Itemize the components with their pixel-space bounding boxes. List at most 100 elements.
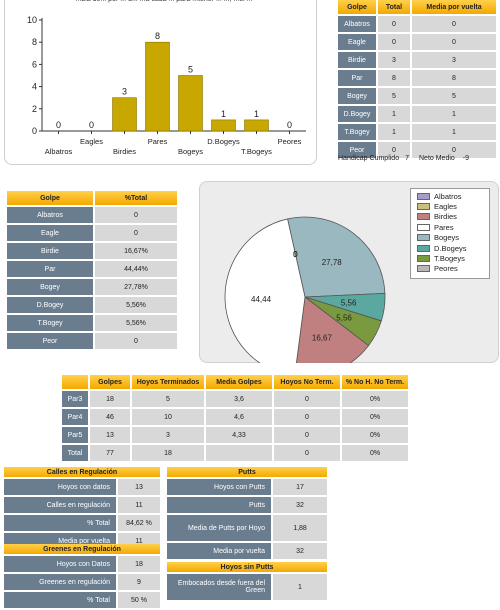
pie-slice-pares bbox=[224, 218, 306, 363]
table-cell: 1,88 bbox=[273, 515, 327, 541]
summary-table: Golpe Total Media por vuelta Albatros 0 0 Eag… bbox=[336, 0, 498, 160]
row-label: % Total bbox=[4, 592, 116, 608]
row-label: Par3 bbox=[62, 391, 88, 407]
table-cell: 0 bbox=[274, 427, 340, 443]
x-tick-label: T.Bogeys bbox=[241, 147, 272, 156]
legend-label: Eagles bbox=[434, 202, 457, 212]
table-cell: 18 bbox=[90, 391, 130, 407]
table-cell: 0% bbox=[342, 391, 408, 407]
percent-table: Golpe %Total Albatros 0 Eagle 0 Birdie 16,67% P… bbox=[5, 189, 179, 351]
table-row: Birdie 16,67% bbox=[7, 243, 177, 259]
x-tick-label: Birdies bbox=[113, 147, 136, 156]
column-header: Golpe bbox=[338, 0, 376, 14]
table-row: Hoyos con datos 13 bbox=[4, 479, 160, 495]
row-label: Albatros bbox=[338, 16, 376, 32]
row-label: Par bbox=[338, 70, 376, 86]
neto-value: -9 bbox=[462, 155, 470, 162]
table-cell: 18 bbox=[118, 556, 160, 572]
table-cell: 8 bbox=[378, 70, 410, 86]
table-cell: 13 bbox=[118, 479, 160, 495]
table-row: Par4 46 10 4,6 0 0% bbox=[62, 409, 408, 425]
par-table: Golpes Hoyos Terminados Media Golpes Hoyos … bbox=[60, 373, 410, 463]
table-cell: 0 bbox=[412, 34, 496, 50]
legend-label: D.Bogeys bbox=[434, 243, 467, 253]
table-row: Hoyos con Datos 18 bbox=[4, 556, 160, 572]
legend-swatch bbox=[417, 203, 430, 211]
column-header: Total bbox=[378, 0, 410, 14]
table-cell: 0 bbox=[378, 16, 410, 32]
table-cell: 4,6 bbox=[206, 409, 272, 425]
hoyos-sin-putts-table: Hoyos sin Putts Embocados desde fuera de… bbox=[165, 560, 329, 602]
row-label: Albatros bbox=[7, 207, 93, 223]
table-row: T.Bogey 1 1 bbox=[338, 124, 496, 140]
pie-value-label: 0 bbox=[293, 250, 298, 259]
bar-chart-title: ...bla de... por ... d... ...a cada ... … bbox=[75, 0, 252, 3]
table-cell: 77 bbox=[90, 445, 130, 461]
legend-swatch bbox=[417, 255, 430, 263]
row-label: Embocados desde fuera del Green bbox=[167, 574, 271, 600]
table-cell: 50 % bbox=[118, 592, 160, 608]
table-cell: 0 bbox=[95, 207, 177, 223]
table-cell: 10 bbox=[132, 409, 204, 425]
table-row: Bogey 27,78% bbox=[7, 279, 177, 295]
column-header: Media por vuelta bbox=[412, 0, 496, 14]
row-label: Bogey bbox=[7, 279, 93, 295]
table-row: Par 44,44% bbox=[7, 261, 177, 277]
table-cell: 1 bbox=[273, 574, 327, 600]
hoyos-sin-putts-title: Hoyos sin Putts bbox=[167, 562, 327, 572]
table-row: D.Bogey 1 1 bbox=[338, 106, 496, 122]
y-tick-label: 4 bbox=[32, 82, 37, 92]
table-cell: 0 bbox=[412, 16, 496, 32]
table-cell: 1 bbox=[378, 106, 410, 122]
bar-bogeys bbox=[178, 75, 203, 132]
column-header: % No H. No Term. bbox=[342, 375, 408, 389]
column-header: Golpes bbox=[90, 375, 130, 389]
table-cell: 17 bbox=[273, 479, 327, 495]
table-row: Total 77 18 0 0% bbox=[62, 445, 408, 461]
table-cell: 5 bbox=[378, 88, 410, 104]
table-row: Media de Putts por Hoyo 1,88 bbox=[167, 515, 327, 541]
table-cell: 0 bbox=[378, 34, 410, 50]
legend-swatch bbox=[417, 244, 430, 252]
table-cell: 13 bbox=[90, 427, 130, 443]
table-row: Par 8 8 bbox=[338, 70, 496, 86]
bar-value-label: 0 bbox=[56, 120, 61, 130]
greenes-title: Greenes en Regulación bbox=[4, 544, 160, 554]
row-label: D.Bogey bbox=[7, 297, 93, 313]
table-row: Calles en regulación 11 bbox=[4, 497, 160, 513]
table-cell: 0% bbox=[342, 427, 408, 443]
table-cell: 84,62 % bbox=[118, 515, 160, 531]
row-label: Media por vuelta bbox=[167, 543, 271, 559]
table-row: Media por vuelta 32 bbox=[167, 543, 327, 559]
column-header: Hoyos No Term. bbox=[274, 375, 340, 389]
percent-table-header: Golpe %Total bbox=[7, 191, 177, 205]
legend-swatch bbox=[417, 223, 430, 231]
table-cell: 8 bbox=[412, 70, 496, 86]
y-tick-label: 0 bbox=[32, 126, 37, 136]
legend-item: Albatros bbox=[417, 191, 483, 201]
table-cell: 0% bbox=[342, 445, 408, 461]
bar-tbogeys bbox=[244, 119, 269, 132]
x-tick-label: Pares bbox=[148, 137, 168, 146]
table-row: Peor 0 bbox=[7, 333, 177, 349]
table-row: Embocados desde fuera del Green 1 bbox=[167, 574, 327, 600]
row-label: Eagle bbox=[7, 225, 93, 241]
table-cell: 1 bbox=[412, 106, 496, 122]
pie-legend: Albatros Eagles Birdies Pares Bogeys D.Bogeys… bbox=[410, 188, 490, 279]
table-row: Putts 32 bbox=[167, 497, 327, 513]
table-row: Greenes en regulación 9 bbox=[4, 574, 160, 590]
legend-swatch bbox=[417, 213, 430, 221]
table-row: Albatros 0 bbox=[7, 207, 177, 223]
x-tick-label: Eagles bbox=[80, 137, 103, 146]
table-cell: 32 bbox=[273, 543, 327, 559]
greenes-table: Greenes en Regulación Hoyos con Datos 18 G… bbox=[2, 542, 162, 610]
legend-item: Bogeys bbox=[417, 233, 483, 243]
table-cell: 46 bbox=[90, 409, 130, 425]
row-label: Eagle bbox=[338, 34, 376, 50]
legend-item: Peores bbox=[417, 264, 483, 274]
y-tick-label: 6 bbox=[32, 59, 37, 69]
pie-value-label: 16,67 bbox=[312, 334, 333, 343]
bar-value-label: 5 bbox=[188, 65, 193, 75]
legend-item: Birdies bbox=[417, 212, 483, 222]
table-cell: 9 bbox=[118, 574, 160, 590]
